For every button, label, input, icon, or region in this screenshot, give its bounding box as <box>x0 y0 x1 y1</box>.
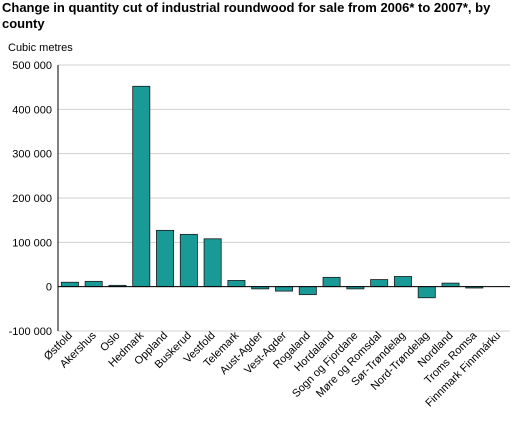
bar <box>393 276 412 288</box>
bar <box>298 286 317 296</box>
y-tick-label: 400 000 <box>12 104 52 116</box>
bar <box>179 233 198 288</box>
bar <box>132 85 151 288</box>
chart-title: Change in quantity cut of industrial rou… <box>2 0 491 31</box>
bar <box>227 280 246 288</box>
bar <box>322 276 341 288</box>
y-tick-label: 100 000 <box>12 237 52 249</box>
bar <box>156 229 175 288</box>
y-tick-label: 0 <box>46 282 52 294</box>
y-tick-labels: -100 000 0 100 000 200 000 300 000 400 000 500… <box>9 60 52 338</box>
bar <box>203 238 222 288</box>
bar <box>84 280 103 288</box>
bar <box>441 282 460 288</box>
bar <box>417 286 436 299</box>
y-tick-label: 500 000 <box>12 60 52 72</box>
axes <box>57 65 510 331</box>
y-tick-label: 200 000 <box>12 193 52 205</box>
bar <box>60 281 79 288</box>
bar <box>370 279 389 288</box>
y-tick-label: 300 000 <box>12 149 52 161</box>
bars <box>60 85 484 299</box>
bar <box>275 286 293 292</box>
y-tick-label: -100 000 <box>9 326 52 338</box>
y-axis-unit-label: Cubic metres <box>8 42 73 54</box>
